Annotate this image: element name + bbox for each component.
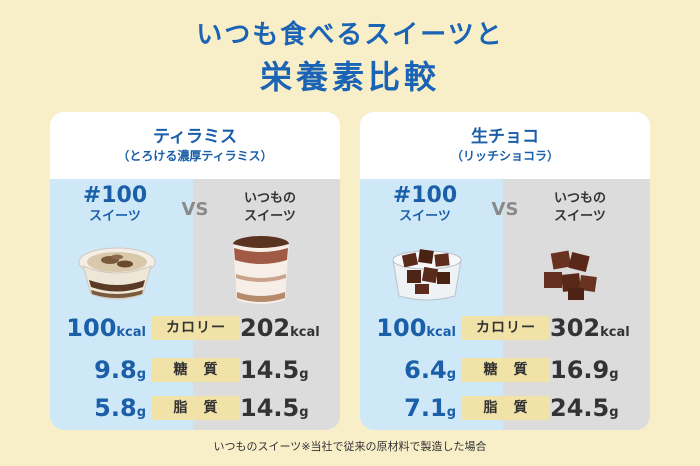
theirs-sugar-value: 16.9g	[550, 356, 619, 384]
ours-sugar-value: 6.4g	[404, 356, 456, 384]
vs-label: VS	[491, 199, 519, 220]
theirs-fat-value: 14.5g	[240, 394, 309, 422]
row-sugar: 6.4g 糖 質 16.9g	[360, 355, 650, 385]
ours-calories-value: 100kcal	[376, 314, 456, 342]
panel-subtitle: （とろける濃厚ティラミス）	[117, 149, 273, 163]
comparison-panel-nama-choco: 生チョコ （リッチショコラ） #100 スイーツ VS いつもの スイーツ 10…	[360, 112, 650, 430]
panel-title: ティラミス	[153, 127, 237, 147]
ours-label-number: #100	[392, 183, 458, 208]
calories-label: カロリー	[462, 316, 550, 340]
headline-line-2: 栄養素比較	[259, 58, 440, 96]
theirs-calories-value: 302kcal	[550, 314, 630, 342]
ours-column	[50, 179, 193, 430]
ours-label-number: #100	[82, 183, 148, 208]
theirs-label: いつもの スイーツ	[530, 190, 630, 226]
calories-label: カロリー	[152, 316, 240, 340]
theirs-label-line-2: スイーツ	[554, 209, 606, 224]
theirs-label-line-2: スイーツ	[244, 209, 296, 224]
ours-label: #100 スイーツ	[380, 184, 470, 226]
chocolate-cup-image	[392, 249, 462, 301]
footnote: いつものスイーツ※当社で従来の原材料で製造した場合	[213, 440, 487, 453]
tiramisu-glass-image	[233, 236, 289, 304]
comparison-panel-tiramisu: ティラミス （とろける濃厚ティラミス） #100 スイーツ VS いつもの スイ…	[50, 112, 340, 430]
ours-fat-value: 5.8g	[94, 394, 146, 422]
ours-sugar-value: 9.8g	[94, 356, 146, 384]
theirs-column	[193, 179, 340, 430]
chocolate-pieces-image	[544, 250, 597, 300]
ours-fat-value: 7.1g	[404, 394, 456, 422]
sugar-label: 糖 質	[462, 358, 550, 382]
ours-label-text: スイーツ	[89, 209, 141, 224]
ours-calories-value: 100kcal	[66, 314, 146, 342]
sugar-label: 糖 質	[152, 358, 240, 382]
theirs-label: いつもの スイーツ	[220, 190, 320, 226]
theirs-column	[503, 179, 650, 430]
row-fat: 5.8g 脂 質 14.5g	[50, 393, 340, 423]
ours-column	[360, 179, 503, 430]
ours-label: #100 スイーツ	[70, 184, 160, 226]
fat-label: 脂 質	[152, 396, 240, 420]
fat-label: 脂 質	[462, 396, 550, 420]
theirs-fat-value: 24.5g	[550, 394, 619, 422]
headline-line-1: いつも食べるスイーツと	[196, 20, 504, 50]
panel-header: 生チョコ （リッチショコラ）	[360, 112, 650, 179]
tiramisu-cup-image	[78, 247, 156, 300]
row-calories: 100kcal カロリー 202kcal	[50, 313, 340, 343]
row-calories: 100kcal カロリー 302kcal	[360, 313, 650, 343]
panel-title: 生チョコ	[471, 127, 539, 147]
theirs-label-line-1: いつもの	[553, 191, 606, 206]
panel-header: ティラミス （とろける濃厚ティラミス）	[50, 112, 340, 179]
vs-label: VS	[181, 199, 209, 220]
theirs-label-line-1: いつもの	[243, 191, 296, 206]
panel-subtitle: （リッチショコラ）	[450, 149, 559, 163]
row-fat: 7.1g 脂 質 24.5g	[360, 393, 650, 423]
ours-label-text: スイーツ	[399, 209, 451, 224]
theirs-sugar-value: 14.5g	[240, 356, 309, 384]
theirs-calories-value: 202kcal	[240, 314, 320, 342]
row-sugar: 9.8g 糖 質 14.5g	[50, 355, 340, 385]
